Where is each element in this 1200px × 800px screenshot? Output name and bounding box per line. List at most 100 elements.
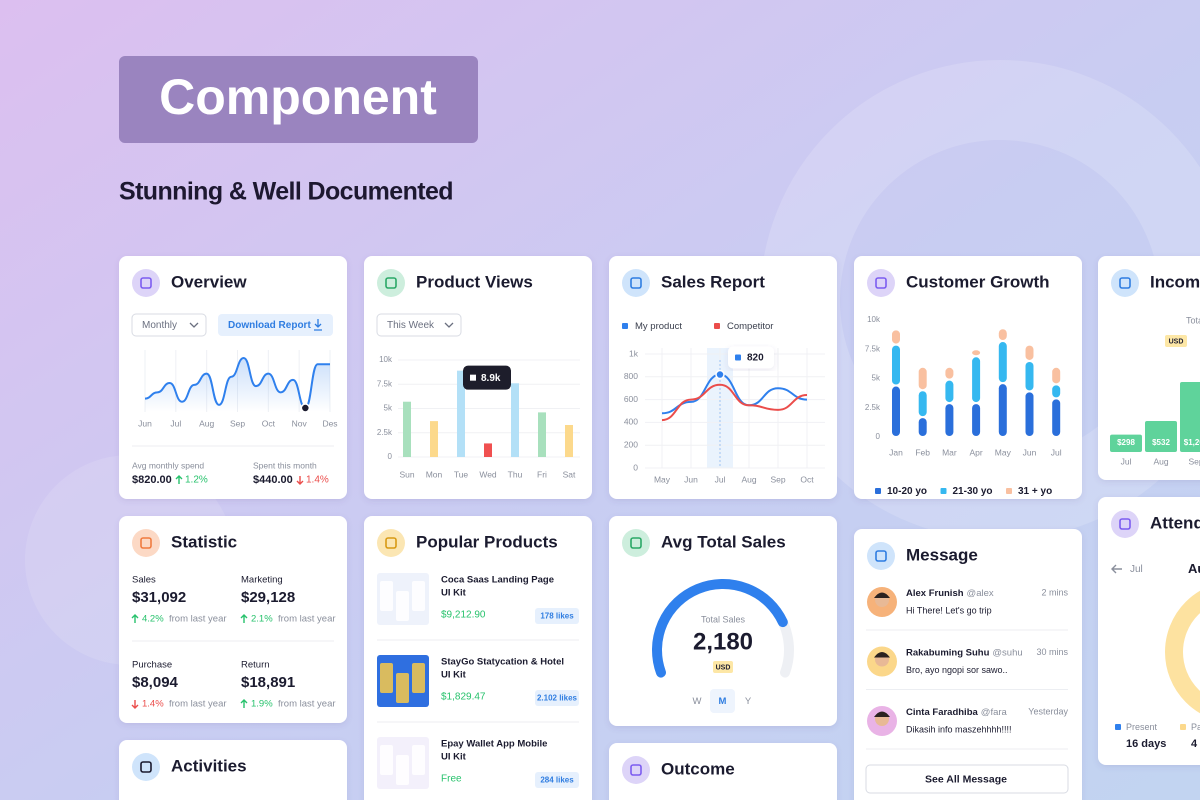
legend-swatch xyxy=(714,323,720,329)
sender-handle: @alex xyxy=(967,588,994,599)
x-tick-label: Feb xyxy=(915,447,930,457)
dropdown-label[interactable]: Monthly xyxy=(142,320,177,331)
download-label[interactable]: Download Report xyxy=(228,320,311,331)
product-name: UI Kit xyxy=(441,670,467,681)
bar-segment xyxy=(1025,361,1034,391)
thumbnail-detail xyxy=(412,745,425,775)
y-tick-label: 0 xyxy=(633,462,638,472)
download-button[interactable] xyxy=(218,314,333,336)
month-current: August xyxy=(1188,561,1200,576)
x-tick-label: Jul xyxy=(170,418,181,428)
thumbnail-detail xyxy=(380,663,393,693)
x-tick-label: Jun xyxy=(138,418,152,428)
x-tick-label: Oct xyxy=(262,418,276,428)
bar-label: $532 xyxy=(1152,438,1170,447)
likes-badge xyxy=(535,772,579,788)
legend-label: 21-30 yo xyxy=(953,486,993,497)
thumbnail-detail xyxy=(412,581,425,611)
card-icon xyxy=(132,269,160,297)
x-tick-label: Sep xyxy=(770,474,785,484)
line xyxy=(144,356,330,410)
tooltip-swatch xyxy=(735,354,741,361)
card-icon-glyph xyxy=(630,277,642,289)
dropdown[interactable] xyxy=(131,313,207,337)
thumbnail-detail xyxy=(396,591,409,621)
bar xyxy=(1180,382,1200,452)
card-icon xyxy=(622,529,650,557)
bar-segment xyxy=(945,404,954,436)
card-icon xyxy=(1111,510,1139,538)
thumbnail-detail xyxy=(396,673,409,703)
donut xyxy=(1165,590,1200,714)
sender-name: Alex Frunish xyxy=(906,588,964,599)
bar-segment xyxy=(918,367,927,390)
dropdown-label[interactable]: This Week xyxy=(387,320,435,331)
card-icon xyxy=(867,542,895,570)
card xyxy=(854,529,1082,800)
legend-swatch xyxy=(1006,488,1012,494)
x-tick-label: Jul xyxy=(1051,447,1062,457)
income-label: Total Sales xyxy=(1186,315,1200,325)
tab-active[interactable] xyxy=(710,689,735,713)
thumbnail-detail xyxy=(396,755,409,785)
y-tick-label: 2.5k xyxy=(377,428,393,437)
stat-note: from last year xyxy=(278,699,336,710)
legend-value: 4 days xyxy=(1191,738,1200,750)
tab[interactable]: Y xyxy=(745,696,752,707)
y-tick-label: 5k xyxy=(384,404,393,413)
card-icon xyxy=(867,269,895,297)
y-tick-label: 200 xyxy=(624,439,638,449)
product-name: UI Kit xyxy=(441,588,467,599)
x-tick-label: Apr xyxy=(969,447,982,457)
stat-value: $820.00 xyxy=(132,474,172,486)
product-price: $9,212.90 xyxy=(441,610,486,621)
bar xyxy=(538,412,546,457)
card-title: Popular Products xyxy=(416,532,558,551)
legend-swatch xyxy=(940,488,947,494)
y-tick-label: 800 xyxy=(624,371,638,381)
bar-segment xyxy=(945,367,954,379)
x-tick-label: Fri xyxy=(537,469,547,479)
tooltip xyxy=(463,365,511,390)
thumbnail-detail xyxy=(412,663,425,693)
card-title: Product Views xyxy=(416,272,533,291)
card-icon xyxy=(132,529,160,557)
x-tick-label: Jul xyxy=(715,474,726,484)
gauge-value: 2,180 xyxy=(693,628,753,655)
x-tick-label: Nov xyxy=(292,418,308,428)
avatar-hair xyxy=(874,711,890,717)
product-price: $1,829.47 xyxy=(441,692,486,703)
x-tick-label: Mar xyxy=(942,447,957,457)
legend-swatch xyxy=(875,488,881,494)
month-prev: Jul xyxy=(1130,564,1143,575)
stat-value: $8,094 xyxy=(132,674,179,691)
card-title: Avg Total Sales xyxy=(661,532,786,551)
dropdown[interactable] xyxy=(376,313,462,337)
card-icon-glyph xyxy=(875,277,887,289)
bar-label: $298 xyxy=(1117,438,1135,447)
legend-label: Present xyxy=(1126,722,1158,732)
x-tick-label: Jun xyxy=(1023,447,1037,457)
see-all-label[interactable]: See All Message xyxy=(925,773,1007,785)
page-title: Component xyxy=(159,69,437,125)
tab[interactable]: W xyxy=(693,696,702,707)
card-icon-glyph xyxy=(1119,518,1131,530)
card xyxy=(119,516,347,723)
message-text: Bro, ayo ngopi sor sawo.. xyxy=(906,665,1008,675)
card-title: Outcome xyxy=(661,759,735,778)
bar-segment xyxy=(892,386,900,436)
gauge-fill xyxy=(652,579,788,678)
stat-value: $31,092 xyxy=(132,589,186,606)
y-tick-label: 10k xyxy=(867,315,881,324)
legend-label: Paid Leave xyxy=(1191,722,1200,732)
bar xyxy=(484,443,492,457)
card-icon-glyph xyxy=(875,550,887,562)
legend-swatch xyxy=(1180,724,1186,730)
see-all-button[interactable] xyxy=(865,764,1069,794)
arrow-left xyxy=(1111,564,1122,574)
bar-segment xyxy=(1052,367,1061,384)
tab[interactable]: M xyxy=(719,696,727,707)
card-icon-glyph xyxy=(140,761,152,773)
card xyxy=(854,256,1082,499)
bar xyxy=(565,424,573,457)
